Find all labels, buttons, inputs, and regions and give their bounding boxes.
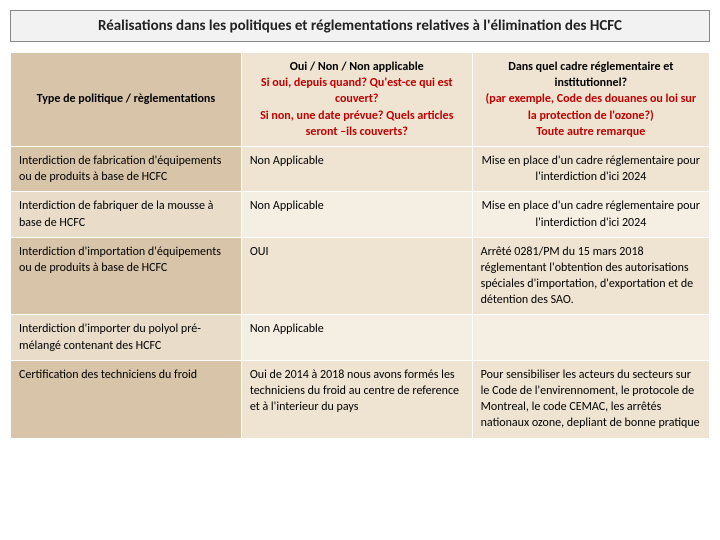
cell-status: Oui de 2014 à 2018 nous avons formés les… [241,360,472,438]
cell-policy-type: Interdiction de fabriquer de la mousse à… [11,192,242,237]
cell-framework [472,315,709,360]
header-col2: Oui / Non / Non applicable Si oui, depui… [241,53,472,147]
header-col2-highlight: Si oui, depuis quand? Qu'est-ce qui est … [260,76,453,139]
page-title: Réalisations dans les politiques et régl… [10,10,710,42]
table-row: Interdiction de fabriquer de la mousse à… [11,192,710,237]
cell-policy-type: Interdiction de fabrication d'équipement… [11,146,242,191]
table-row: Interdiction d'importer du polyol pré-mé… [11,315,710,360]
table-row: Interdiction d'importation d'équipements… [11,237,710,315]
header-col1: Type de politique / règlementations [11,53,242,147]
policy-table: Type de politique / règlementations Oui … [10,52,710,439]
table-body: Interdiction de fabrication d'équipement… [11,146,710,438]
cell-policy-type: Interdiction d'importer du polyol pré-mé… [11,315,242,360]
table-row: Certification des techniciens du froidOu… [11,360,710,438]
cell-status: Non Applicable [241,315,472,360]
header-col3-line1: Dans quel cadre réglementaire et institu… [508,60,673,90]
header-col3: Dans quel cadre réglementaire et institu… [472,53,709,147]
table-header-row: Type de politique / règlementations Oui … [11,53,710,147]
cell-framework: Arrêté 0281/PM du 15 mars 2018 réglement… [472,237,709,315]
cell-policy-type: Certification des techniciens du froid [11,360,242,438]
cell-status: Non Applicable [241,192,472,237]
cell-policy-type: Interdiction d'importation d'équipements… [11,237,242,315]
cell-status: Non Applicable [241,146,472,191]
header-col2-line1: Oui / Non / Non applicable [290,60,424,74]
cell-status: OUI [241,237,472,315]
cell-framework: Pour sensibiliser les acteurs du secteur… [472,360,709,438]
cell-framework: Mise en place d'un cadre réglementaire p… [472,192,709,237]
header-col3-highlight: (par exemple, Code des douanes ou loi su… [486,92,697,138]
cell-framework: Mise en place d'un cadre réglementaire p… [472,146,709,191]
table-row: Interdiction de fabrication d'équipement… [11,146,710,191]
